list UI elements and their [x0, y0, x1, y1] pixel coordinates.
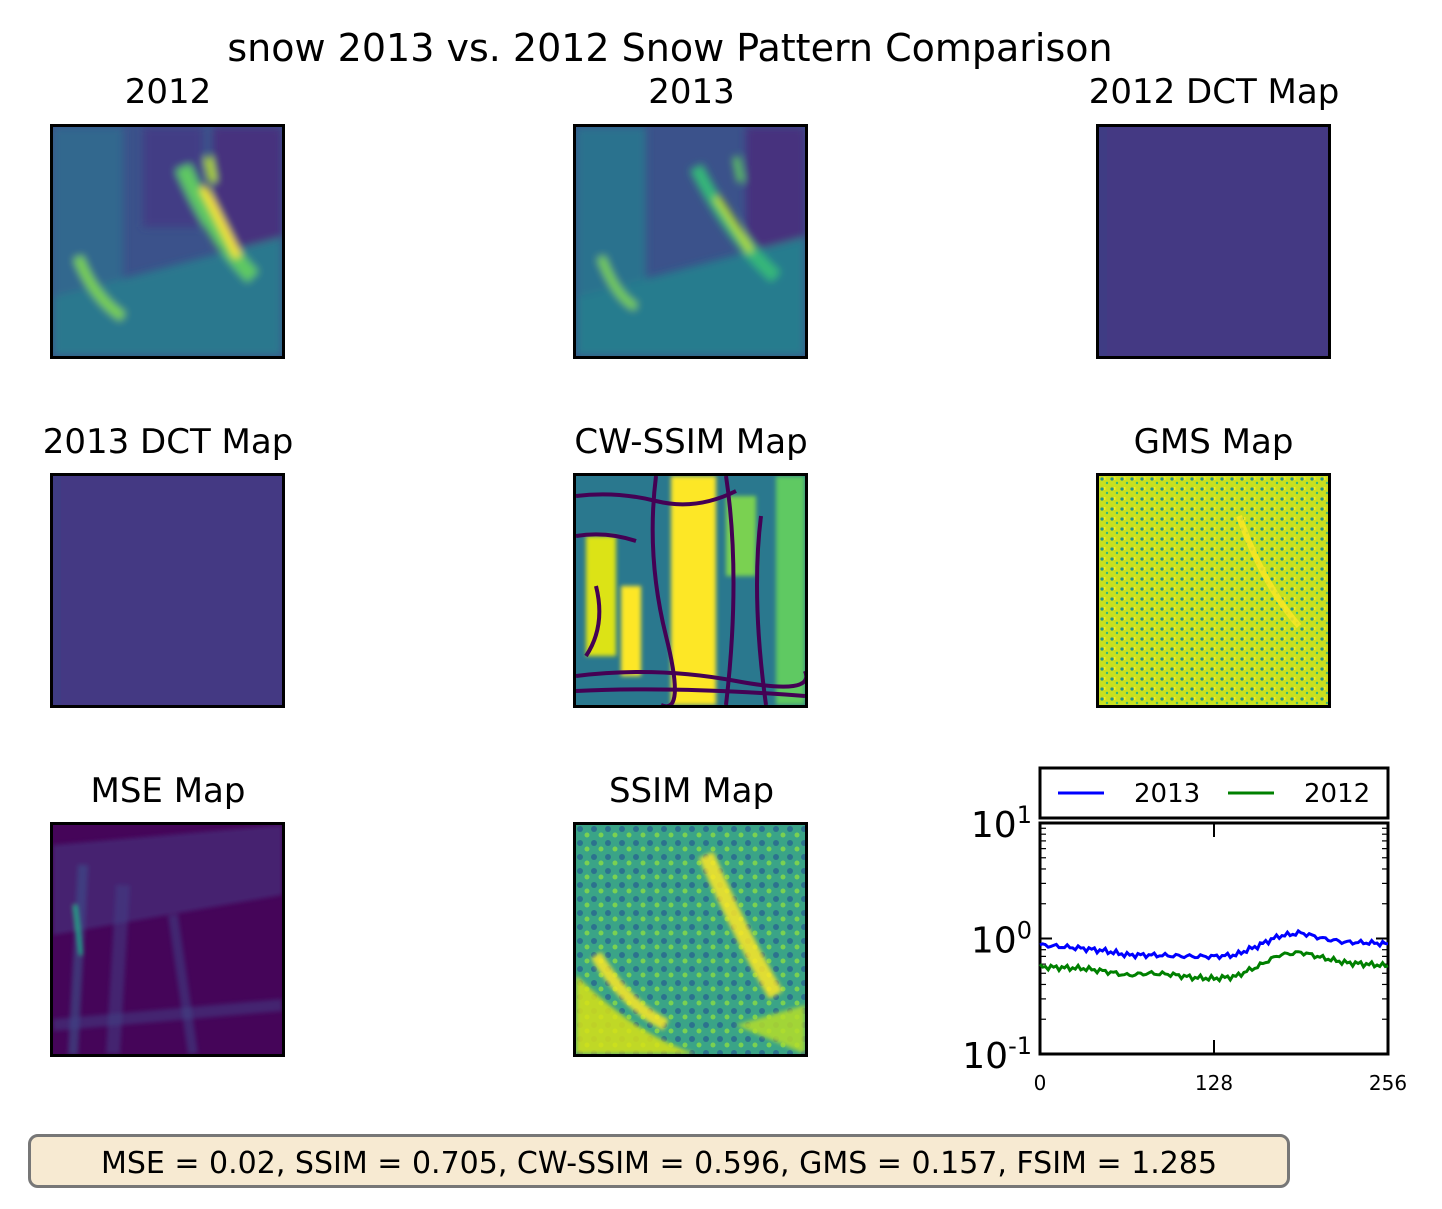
panel-title-mse: MSE Map: [90, 771, 246, 811]
panel-title-ssim: SSIM Map: [608, 771, 775, 811]
image-2013: [573, 124, 808, 359]
panel-title-cw-ssim: CW-SSIM Map: [574, 422, 808, 462]
series-line-2013: [1039, 928, 1389, 961]
image-2012-dct-map: [1096, 124, 1331, 359]
x-tick-label: 256: [1369, 1071, 1407, 1095]
series-line-2012: [1038, 950, 1389, 984]
legend-label-2012: 2012: [1304, 779, 1370, 809]
image-mse-map: [50, 822, 285, 1057]
panel-title-2012-dct: 2012 DCT Map: [1088, 72, 1340, 112]
x-tick-label: 0: [1034, 1071, 1047, 1095]
y-tick-label: 10-1: [962, 1032, 1032, 1077]
image-cw-ssim-map: [573, 473, 808, 708]
y-tick-label: 100: [971, 917, 1032, 962]
figure-suptitle: snow 2013 vs. 2012 Snow Pattern Comparis…: [227, 26, 1113, 70]
y-tick-label: 101: [971, 801, 1032, 846]
image-ssim-map: [573, 822, 808, 1057]
legend-label-2013: 2013: [1134, 779, 1200, 809]
panel-title-2013-dct: 2013 DCT Map: [42, 422, 294, 462]
metrics-summary-box: MSE = 0.02, SSIM = 0.705, CW-SSIM = 0.59…: [28, 1134, 1290, 1188]
panel-title-gms: GMS Map: [1133, 422, 1294, 462]
image-2012: [50, 124, 285, 359]
image-gms-map: [1096, 473, 1331, 708]
image-2013-dct-map: [50, 473, 285, 708]
x-tick-label: 128: [1195, 1071, 1233, 1095]
panel-title-2012: 2012: [124, 72, 212, 112]
panel-title-2013: 2013: [648, 72, 735, 112]
